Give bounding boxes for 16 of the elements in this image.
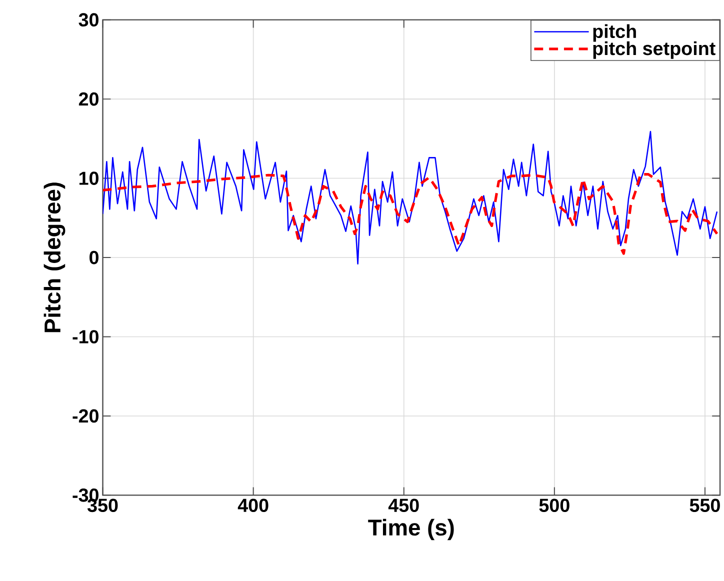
y-axis-title: Pitch (degree) xyxy=(44,182,66,332)
y-tick-label: 20 xyxy=(78,92,98,106)
y-tick-label: -20 xyxy=(72,410,98,423)
x-tick-label: 400 xyxy=(238,498,268,512)
line-series xyxy=(102,131,718,265)
legend-label: pitch xyxy=(593,24,636,42)
line-series xyxy=(102,173,718,256)
y-tick-label: -10 xyxy=(72,330,98,344)
x-tick-label: 450 xyxy=(388,498,419,512)
y-tick-label: 0 xyxy=(90,251,98,264)
legend-label: pitch setpoint xyxy=(593,42,716,60)
x-axis-title: Time (s) xyxy=(368,519,454,540)
x-tick-label: 500 xyxy=(539,498,570,512)
x-tick-label: 550 xyxy=(690,498,720,512)
y-tick-label: 10 xyxy=(79,172,98,186)
y-tick-label: 30 xyxy=(78,13,98,27)
